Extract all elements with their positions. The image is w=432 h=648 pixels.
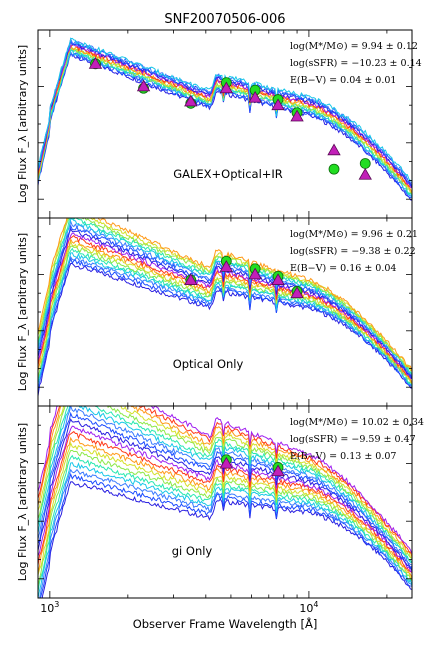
model-photometry-point (219, 81, 234, 94)
panel-1: GALEX+Optical+IR log(M*/M⊙) = 9.94 ± 0.1… (37, 29, 422, 219)
model-photometry-point (136, 79, 151, 92)
panel-3-models (38, 406, 412, 598)
model-spectrum-line (38, 441, 412, 579)
model-spectrum-line (41, 481, 412, 598)
model-photometry-point (248, 267, 262, 280)
x-tick-label: 103 (40, 600, 59, 615)
panel-2: Optical Only log(M*/M⊙) = 9.96 ± 0.21 lo… (37, 217, 418, 407)
observed-photometry-point (328, 163, 340, 175)
panel-1-stat-mass: log(M*/M⊙) = 9.94 ± 0.12 (290, 41, 418, 52)
model-spectrum-line (38, 37, 412, 182)
panel-2-points (184, 255, 304, 299)
panel-1-stat-ebv: E(B−V) = 0.04 ± 0.01 (290, 75, 396, 86)
panel-2-stat-ebv: E(B−V) = 0.16 ± 0.04 (290, 263, 396, 274)
model-spectrum-line (38, 245, 412, 385)
model-photometry-point (271, 464, 285, 477)
model-photometry-point (358, 167, 372, 180)
panel-1-ticks (37, 30, 412, 218)
model-photometry-point (271, 98, 285, 111)
panel-2-label: Optical Only (173, 357, 244, 371)
model-spectrum-line (38, 218, 412, 373)
panel-3: gi Only log(M*/M⊙) = 10.02 ± 0.34 log(sS… (37, 405, 424, 599)
panel-3-stat-mass: log(M*/M⊙) = 10.02 ± 0.34 (290, 417, 424, 428)
model-photometry-point (219, 456, 234, 469)
panel-2-ticks (37, 218, 412, 406)
model-photometry-point (88, 57, 103, 69)
y-axis-label-3: Log Flux F_λ [arbitrary units] (16, 423, 29, 581)
model-spectrum-line (38, 406, 412, 554)
model-spectrum-line (38, 219, 412, 376)
panel-3-label: gi Only (172, 544, 213, 558)
model-spectrum-line (38, 406, 412, 558)
figure-title: SNF20070506-006 (164, 12, 285, 27)
panel-3-points (219, 454, 285, 477)
panel-3-ticks (37, 406, 412, 598)
model-photometry-point (290, 286, 304, 299)
panel-1-stat-ssfr: log(sSFR) = −10.23 ± 0.14 (290, 58, 422, 69)
model-photometry-point (248, 90, 262, 103)
model-photometry-point (184, 94, 198, 107)
x-tick-label: 104 (299, 600, 318, 615)
model-spectrum-line (38, 218, 412, 374)
model-photometry-point (290, 109, 304, 122)
model-photometry-point (219, 260, 234, 272)
model-spectrum-line (38, 449, 412, 587)
model-photometry-point (184, 273, 198, 285)
panel-1-points (88, 57, 372, 180)
panel-3-stat-ssfr: log(sSFR) = −9.59 ± 0.47 (290, 434, 416, 445)
y-axis-label-1: Log Flux F_λ [arbitrary units] (16, 45, 29, 203)
model-spectrum-line (38, 436, 412, 579)
panel-2-stat-ssfr: log(sSFR) = −9.38 ± 0.22 (290, 246, 416, 257)
y-axis-label-2: Log Flux F_λ [arbitrary units] (16, 233, 29, 391)
model-spectrum-line (38, 406, 412, 558)
model-spectrum-line (39, 472, 412, 598)
model-photometry-point (271, 273, 285, 285)
observed-photometry-point (359, 158, 371, 169)
x-axis-label: Observer Frame Wavelength [Å] (133, 616, 318, 631)
model-spectrum-line (38, 406, 412, 560)
model-photometry-point (327, 143, 341, 156)
x-tick-labels: 103 104 (40, 600, 318, 615)
panel-2-stat-mass: log(M*/M⊙) = 9.96 ± 0.21 (290, 229, 418, 240)
panel-2-models (38, 218, 412, 397)
panel-3-stat-ebv: E(B−V) = 0.13 ± 0.07 (290, 451, 396, 462)
panel-1-label: GALEX+Optical+IR (173, 167, 283, 181)
model-spectrum-line (38, 406, 412, 564)
model-spectrum-line (38, 462, 412, 598)
